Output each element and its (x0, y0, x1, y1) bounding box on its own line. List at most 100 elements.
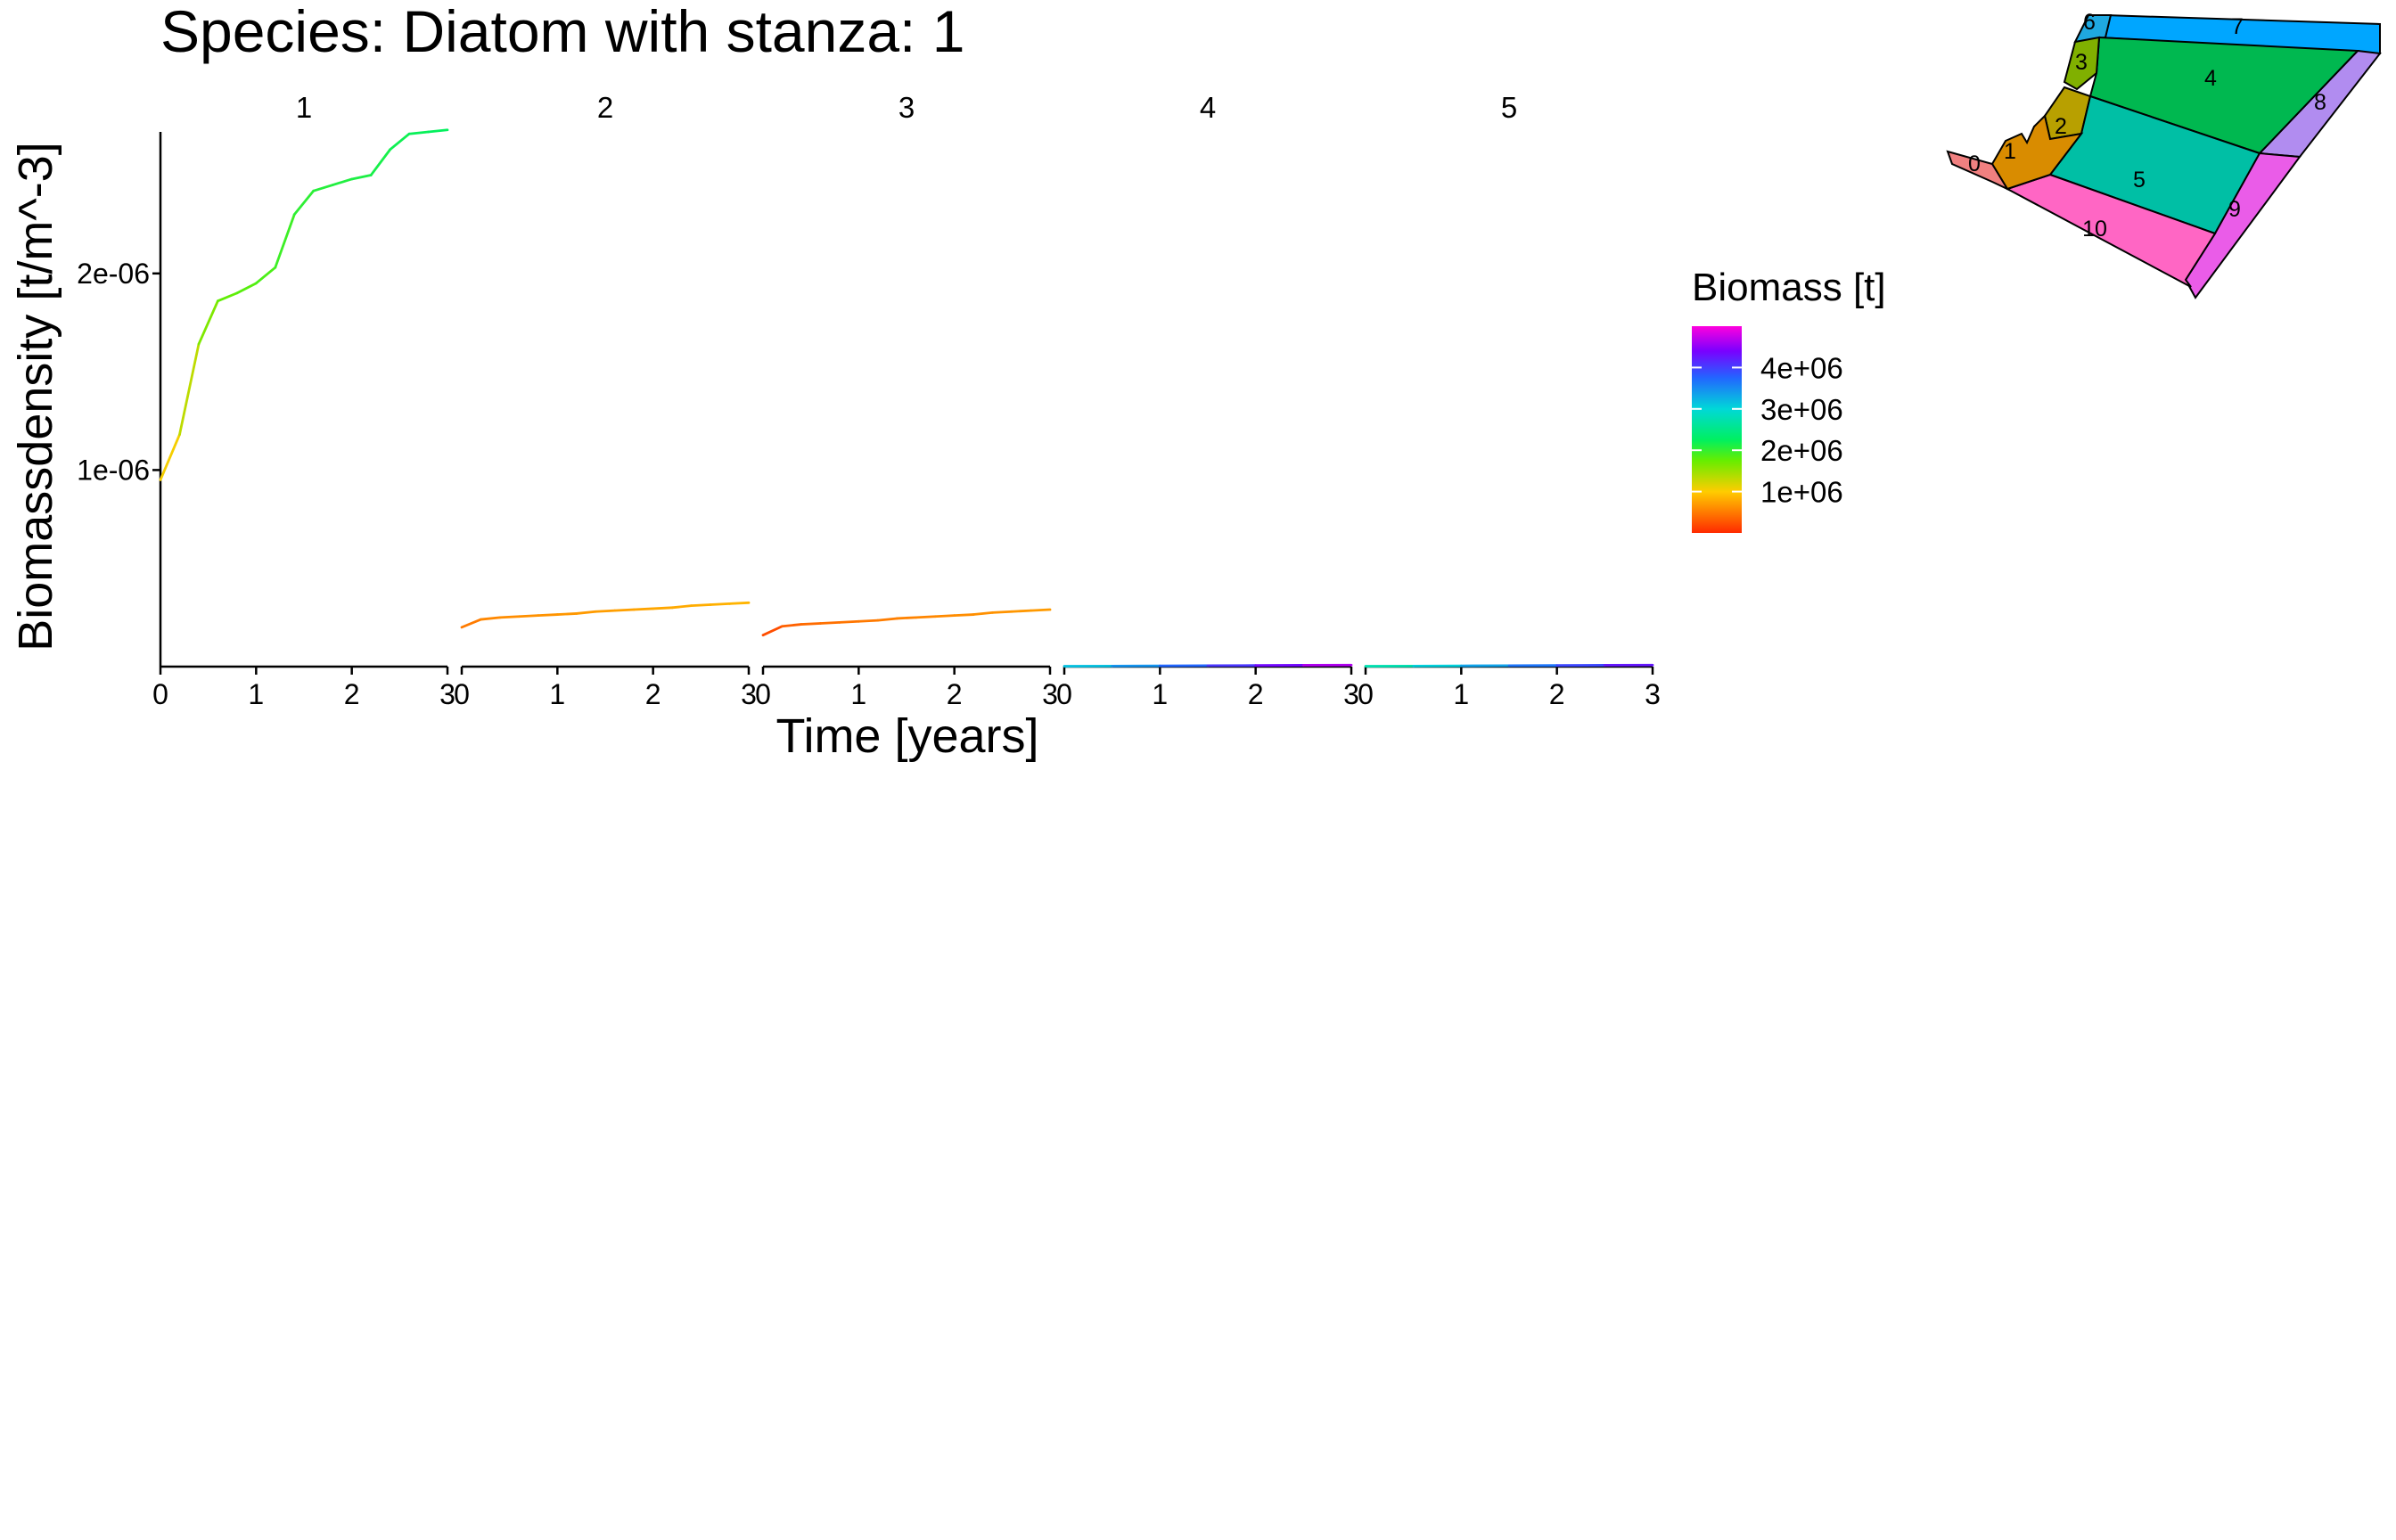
x-tick-label: 1 (1152, 678, 1168, 710)
x-tick-label: 1 (850, 678, 866, 710)
legend-title: Biomass [t] (1692, 266, 1886, 309)
facet-strip-label: 2 (597, 91, 613, 124)
x-tick-label: 0 (755, 678, 771, 710)
series-line-segment (159, 433, 181, 481)
legend-colorbar (1692, 326, 1742, 533)
x-tick-label: 1 (248, 678, 264, 710)
x-tick-label: 3 (741, 678, 757, 710)
series-line-segment (670, 604, 693, 610)
chart-title: Species: Diatom with stanza: 1 (160, 0, 964, 64)
x-tick-label: 2 (947, 678, 963, 710)
series-line-segment (235, 282, 258, 295)
legend: Biomass [t] 1e+06 2e+06 3e+06 4e+06 (1692, 266, 1886, 533)
series-line-segment (991, 610, 1013, 614)
series-line-segment (178, 342, 201, 437)
series-line-segment (480, 616, 502, 621)
series-line-segment (800, 622, 822, 626)
map-region-0 (1946, 150, 2010, 192)
map-region-label: 1 (2004, 139, 2016, 164)
series-line-segment (933, 614, 956, 618)
series-line-segment (632, 607, 655, 611)
legend-breaks: 1e+06 2e+06 3e+06 4e+06 (1692, 351, 1843, 509)
x-tick-label: 3 (439, 678, 455, 710)
series-line-segment (857, 618, 880, 623)
facet-strip-label: 4 (1200, 91, 1216, 124)
map-region-label: 4 (2204, 66, 2217, 91)
map-region-label: 10 (2082, 217, 2107, 242)
series-line-segment (216, 291, 239, 303)
x-tick-label: 1 (1453, 678, 1469, 710)
series-line-segment (575, 610, 597, 615)
inset-map: 0 1 2 3 4 5 6 7 8 9 10 (1946, 10, 2382, 299)
series-line-segment (498, 615, 521, 619)
facet-strip-label: 5 (1501, 91, 1517, 124)
map-region-label: 0 (1968, 152, 1981, 176)
x-tick-label: 3 (1343, 678, 1359, 710)
map-region-label: 6 (2083, 10, 2096, 35)
series-line-segment (555, 612, 578, 616)
series-line-segment (781, 623, 803, 628)
map-region-label: 8 (2314, 90, 2326, 115)
series-line-segment (709, 602, 731, 606)
x-tick-label: 3 (1042, 678, 1058, 710)
x-tick-label: 2 (1549, 678, 1565, 710)
series-line-segment (312, 184, 334, 192)
map-region-label: 3 (2075, 50, 2088, 75)
facet-panel-1: 1 1e-06 2e-06 0 1 2 3 (77, 91, 455, 710)
map-region-label: 5 (2133, 168, 2146, 192)
facet-strip-label: 1 (296, 91, 312, 124)
series-line-segment (427, 128, 449, 134)
facet-panel-4: 4 0 1 2 3 (1056, 91, 1359, 710)
x-tick-label: 0 (454, 678, 470, 710)
x-tick-label: 2 (645, 678, 661, 710)
series-line-segment (953, 613, 975, 618)
series-line-segment (292, 189, 316, 217)
map-region-3 (2063, 36, 2101, 91)
series-line-segment (819, 620, 841, 625)
series-line-segment (518, 614, 540, 618)
series-line-segment (761, 625, 784, 637)
series-line-segment (460, 618, 482, 629)
series-line-segment (594, 609, 617, 613)
series-line-segment (876, 617, 898, 622)
x-tick-label: 0 (1056, 678, 1072, 710)
series-line-segment (331, 177, 354, 186)
series-line-segment (838, 619, 860, 624)
series-line-segment (197, 299, 219, 346)
series-line-segment (915, 615, 937, 619)
map-labels: 0 1 2 3 4 5 6 7 8 9 10 (1968, 10, 2326, 242)
map-region-label: 2 (2055, 114, 2067, 139)
map-region-9 (2184, 152, 2302, 299)
series-line-segment (728, 601, 751, 605)
series-line-segment (652, 606, 674, 610)
x-tick-label: 0 (152, 678, 168, 710)
y-tick-label: 1e-06 (77, 454, 150, 486)
series-line-segment (274, 213, 296, 269)
x-tick-label: 2 (344, 678, 360, 710)
y-axis-title: Biomassdensity [t/m^-3] (9, 142, 62, 651)
series-line-segment (350, 174, 373, 181)
x-axis-title: Time [years] (775, 709, 1038, 763)
series-line-segment (389, 132, 411, 152)
map-region-label: 9 (2228, 197, 2241, 222)
series-line-segment (1010, 609, 1032, 613)
facet-panel-3: 3 0 1 2 3 (755, 91, 1058, 710)
series-line-segment (407, 130, 430, 135)
series-line-segment (369, 148, 392, 176)
legend-break-label: 3e+06 (1760, 393, 1843, 426)
legend-break-label: 2e+06 (1760, 434, 1843, 467)
facet-panel-2: 2 0 1 2 3 (454, 91, 757, 710)
series-line-segment (972, 610, 994, 616)
series-line-segment (690, 603, 712, 608)
x-tick-label: 0 (1358, 678, 1374, 710)
facet-panel-5: 5 0 1 2 3 (1358, 91, 1661, 710)
facet-strip-label: 3 (898, 91, 915, 124)
x-tick-label: 2 (1248, 678, 1264, 710)
x-tick-label: 1 (549, 678, 565, 710)
legend-break-label: 4e+06 (1760, 351, 1843, 384)
y-tick-label: 2e-06 (77, 258, 150, 290)
map-region-label: 7 (2231, 14, 2244, 39)
legend-break-label: 1e+06 (1760, 476, 1843, 509)
